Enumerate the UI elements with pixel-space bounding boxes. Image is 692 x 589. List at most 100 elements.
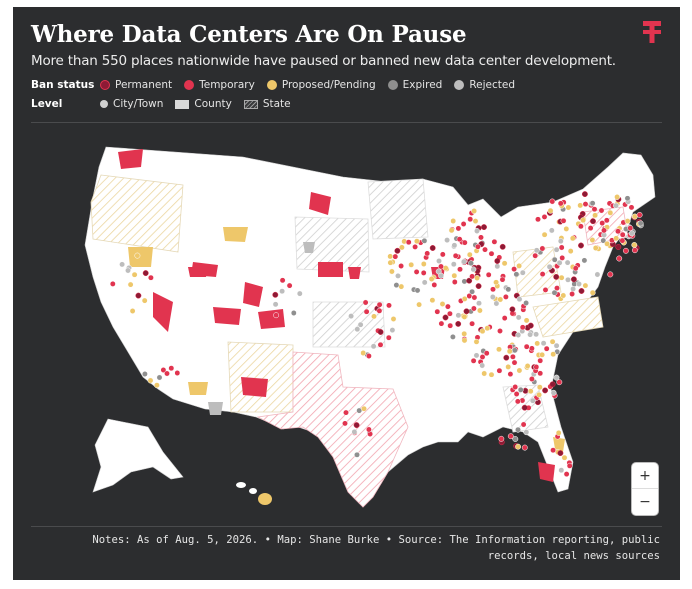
legend-item-county[interactable]: County [175,98,232,110]
city-marker[interactable] [489,294,496,300]
city-marker[interactable] [553,342,560,349]
city-marker[interactable] [589,200,596,207]
city-marker[interactable] [386,302,392,309]
city-marker[interactable] [515,426,521,433]
city-marker[interactable] [473,352,480,359]
city-marker[interactable] [371,313,377,320]
city-marker[interactable] [491,238,498,245]
city-marker[interactable] [388,268,395,275]
city-marker[interactable] [479,354,486,360]
city-marker[interactable] [450,261,457,268]
city-marker[interactable] [577,202,584,209]
city-marker[interactable] [550,447,557,454]
city-marker[interactable] [528,376,535,382]
city-marker[interactable] [286,282,293,289]
city-marker[interactable] [578,288,585,294]
city-marker[interactable] [134,252,141,259]
city-marker[interactable] [541,231,548,238]
city-marker[interactable] [499,276,506,283]
city-marker[interactable] [476,307,483,314]
city-marker[interactable] [473,338,480,345]
city-marker[interactable] [569,235,576,242]
city-marker[interactable] [558,244,565,251]
city-marker[interactable] [516,262,523,269]
city-marker[interactable] [484,325,491,332]
city-marker[interactable] [515,443,522,450]
city-marker[interactable] [542,387,549,394]
city-marker[interactable] [551,256,558,263]
city-marker[interactable] [619,231,626,238]
legend-item-state[interactable]: State [243,98,291,110]
city-marker[interactable] [636,211,643,218]
city-marker[interactable] [598,207,605,214]
city-marker[interactable] [470,266,477,273]
city-marker[interactable] [392,253,399,260]
city-marker[interactable] [520,421,527,428]
city-marker[interactable] [488,250,495,257]
city-marker[interactable] [141,297,148,304]
city-marker[interactable] [581,191,588,198]
city-marker[interactable] [616,255,623,262]
city-marker[interactable] [455,320,462,327]
city-marker[interactable] [557,200,564,207]
city-marker[interactable] [354,326,361,333]
city-marker[interactable] [474,243,481,250]
city-marker[interactable] [512,384,519,390]
city-marker[interactable] [461,239,468,246]
city-marker[interactable] [448,227,455,234]
city-marker[interactable] [523,429,530,436]
city-marker[interactable] [131,271,138,278]
city-marker[interactable] [569,291,576,297]
city-marker[interactable] [365,353,372,359]
city-marker[interactable] [591,206,598,213]
city-marker[interactable] [449,333,456,340]
city-marker[interactable] [614,194,621,200]
city-marker[interactable] [456,236,463,243]
city-marker[interactable] [546,263,553,270]
city-marker[interactable] [551,289,558,296]
city-marker[interactable] [592,245,599,251]
city-marker[interactable] [521,404,528,411]
legend-item-permanent[interactable]: Permanent [100,79,172,91]
city-marker[interactable] [438,272,445,279]
legend-item-rejected[interactable]: Rejected [454,79,515,91]
city-marker[interactable] [451,279,458,285]
city-marker[interactable] [582,282,589,289]
city-marker[interactable] [600,237,607,244]
city-marker[interactable] [570,276,577,283]
city-marker[interactable] [502,293,509,300]
city-marker[interactable] [577,223,584,230]
city-marker[interactable] [296,290,303,297]
city-marker[interactable] [523,317,530,324]
city-marker[interactable] [527,388,534,395]
city-marker[interactable] [142,270,149,277]
city-marker[interactable] [505,363,512,370]
city-marker[interactable] [527,322,534,329]
city-marker[interactable] [471,294,478,301]
city-marker[interactable] [578,242,584,249]
city-marker[interactable] [599,220,606,227]
city-marker[interactable] [582,201,589,208]
city-marker[interactable] [509,353,516,360]
city-marker[interactable] [414,287,421,294]
city-marker[interactable] [141,371,148,377]
city-marker[interactable] [627,225,634,232]
city-marker[interactable] [360,350,367,356]
city-marker[interactable] [469,288,476,295]
city-marker[interactable] [521,444,528,451]
city-marker[interactable] [613,235,620,242]
city-marker[interactable] [547,207,554,214]
city-marker[interactable] [509,306,516,313]
city-marker[interactable] [370,343,377,350]
city-marker[interactable] [519,269,526,276]
city-marker[interactable] [439,301,446,307]
city-marker[interactable] [363,308,370,315]
city-marker[interactable] [539,271,546,278]
city-marker[interactable] [348,313,355,320]
city-marker[interactable] [438,320,445,327]
city-marker[interactable] [497,328,503,334]
city-marker[interactable] [466,277,473,284]
city-marker[interactable] [479,362,486,369]
city-marker[interactable] [560,292,567,299]
city-marker[interactable] [479,328,486,335]
